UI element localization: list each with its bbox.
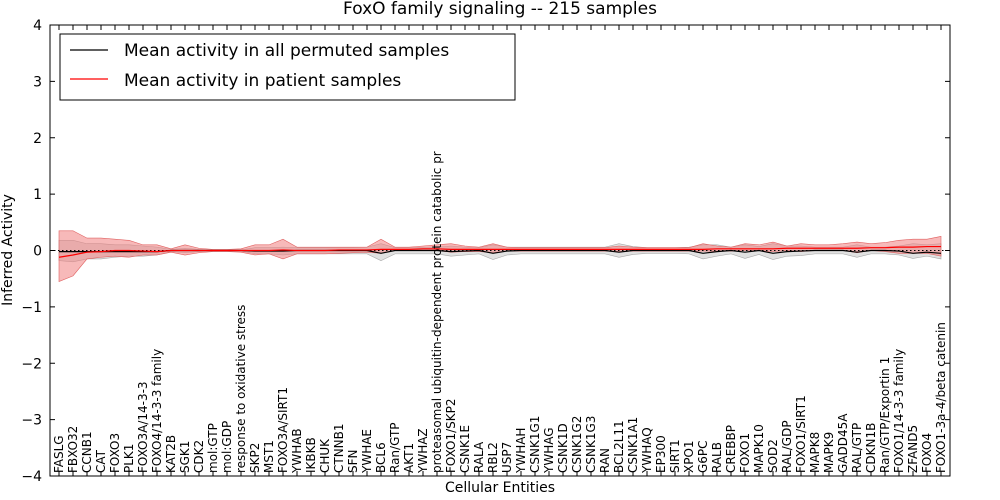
legend-label-permuted: Mean activity in all permuted samples bbox=[124, 41, 449, 61]
x-tick-label: PLK1 bbox=[122, 444, 136, 473]
x-tick-label: SKP2 bbox=[248, 443, 262, 473]
x-tick-label: MAPK10 bbox=[752, 424, 766, 473]
x-tick-label: mol:GDP bbox=[220, 421, 234, 473]
x-axis-label: Cellular Entities bbox=[445, 480, 555, 496]
x-tick-label: response to oxidative stress bbox=[234, 305, 248, 473]
x-tick-label: CSNK1G2 bbox=[570, 416, 584, 473]
x-tick-label: SIRT1 bbox=[668, 439, 682, 473]
x-tick-label: CSNK1E bbox=[458, 425, 472, 473]
x-tick-label: CTNNB1 bbox=[332, 423, 346, 473]
x-tick-label: CDKN1B bbox=[864, 423, 878, 473]
x-tick-label: XPO1 bbox=[682, 440, 696, 473]
y-tick-label: 1 bbox=[33, 187, 42, 203]
y-tick-label: −1 bbox=[21, 300, 42, 316]
y-tick-label: −4 bbox=[21, 469, 42, 485]
band-patient bbox=[58, 230, 942, 282]
y-axis: −4 −3 −2 −1 0 1 2 3 4 bbox=[21, 18, 950, 485]
x-tick-label: proteasomal ubiquitin-dependent protein … bbox=[430, 151, 444, 473]
x-tick-label: G6PC bbox=[696, 440, 710, 473]
x-tick-label: YWHAZ bbox=[416, 428, 430, 474]
y-tick-label: −3 bbox=[21, 413, 42, 429]
line-patient bbox=[58, 245, 941, 258]
x-tick-label: FOXO1/SKP2 bbox=[444, 398, 458, 473]
chart-title: FoxO family signaling -- 215 samples bbox=[343, 0, 657, 19]
y-tick-label: −2 bbox=[21, 356, 42, 372]
y-tick-label: 3 bbox=[33, 74, 42, 90]
x-tick-label: Ran/GTP bbox=[388, 422, 402, 473]
y-tick-label: 2 bbox=[33, 131, 42, 147]
x-tick-label: FOXO1-3a-4/beta catenin bbox=[934, 322, 948, 473]
x-tick-label: CAT bbox=[94, 449, 108, 473]
x-tick-label: RALA bbox=[472, 441, 486, 473]
x-tick-label: FOXO1 bbox=[738, 433, 752, 473]
series-lines bbox=[58, 245, 942, 258]
x-tick-label: SFN bbox=[346, 450, 360, 474]
x-tick-label: YWHAH bbox=[514, 428, 528, 474]
x-tick-label: CSNK1G3 bbox=[584, 416, 598, 473]
x-tick-label: FOXO1/SIRT1 bbox=[794, 395, 808, 473]
x-tick-label: CSNK1G1 bbox=[528, 416, 542, 473]
x-tick-label: CSNK1A1 bbox=[626, 417, 640, 473]
x-tick-label: BCL6 bbox=[374, 442, 388, 473]
x-tick-label: RAL/GTP bbox=[850, 423, 864, 473]
x-tick-label: IKBKB bbox=[304, 437, 318, 473]
x-tick-label: CCNB1 bbox=[80, 431, 94, 473]
x-tick-label: FOXO3 bbox=[108, 433, 122, 473]
x-tick-label: YWHAE bbox=[360, 429, 374, 474]
x-tick-label: CSNK1D bbox=[556, 423, 570, 473]
x-tick-label: RAL/GDP bbox=[780, 420, 794, 473]
x-tick-label: RALB bbox=[710, 442, 724, 473]
x-tick-label: FOXO1/14-3-3 family bbox=[892, 349, 906, 473]
x-tick-label: FASLG bbox=[52, 435, 66, 473]
x-tick-label: RAN bbox=[598, 448, 612, 473]
x-tick-label: FBXO32 bbox=[66, 426, 80, 473]
x-tick-label: FOXO4 bbox=[920, 433, 934, 473]
x-tick-label: MST1 bbox=[262, 440, 276, 473]
x-tick-label: EP300 bbox=[654, 435, 668, 473]
x-tick-label: FOXO3A/14-3-3 bbox=[136, 381, 150, 473]
x-tick-label: FOXO4/14-3-3 family bbox=[150, 349, 164, 473]
x-tick-label: SGK1 bbox=[178, 441, 192, 473]
legend-label-patient: Mean activity in patient samples bbox=[124, 71, 401, 91]
y-tick-label: 4 bbox=[33, 18, 42, 34]
x-tick-label: CHUK bbox=[318, 438, 332, 473]
y-axis-label: Inferred Activity bbox=[0, 194, 16, 306]
x-tick-label: RBL2 bbox=[486, 442, 500, 473]
x-tick-label: AKT1 bbox=[402, 443, 416, 473]
x-tick-label: YWHAQ bbox=[640, 427, 654, 474]
x-tick-label: mol:GTP bbox=[206, 423, 220, 473]
x-tick-label: KAT2B bbox=[164, 435, 178, 473]
x-tick-label: CDK2 bbox=[192, 440, 206, 473]
legend: Mean activity in all permuted samples Me… bbox=[59, 33, 516, 101]
x-tick-label: BCL2L11 bbox=[612, 420, 626, 473]
x-tick-label: CREBBP bbox=[724, 425, 738, 473]
x-tick-label: MAPK9 bbox=[822, 432, 836, 473]
x-tick-label: GADD45A bbox=[836, 413, 850, 473]
x-tick-label: MAPK8 bbox=[808, 432, 822, 473]
x-tick-label: YWHAG bbox=[542, 427, 556, 474]
x-tick-label: Ran/GTP/Exportin 1 bbox=[878, 357, 892, 473]
x-axis: FASLG FBXO32 CCNB1 CAT FOXO3 PLK1 FOXO3A/14-3-… bbox=[52, 25, 948, 476]
legend-box bbox=[59, 33, 516, 101]
x-tick-label: FOXO3A/SIRT1 bbox=[276, 387, 290, 473]
x-tick-label: YWHAB bbox=[290, 428, 304, 474]
y-tick-label: 0 bbox=[33, 244, 42, 260]
confidence-bands bbox=[58, 230, 942, 282]
x-tick-label: USP7 bbox=[500, 442, 514, 473]
x-tick-label: ZFAND5 bbox=[906, 425, 920, 473]
x-tick-label: SOD2 bbox=[766, 439, 780, 473]
